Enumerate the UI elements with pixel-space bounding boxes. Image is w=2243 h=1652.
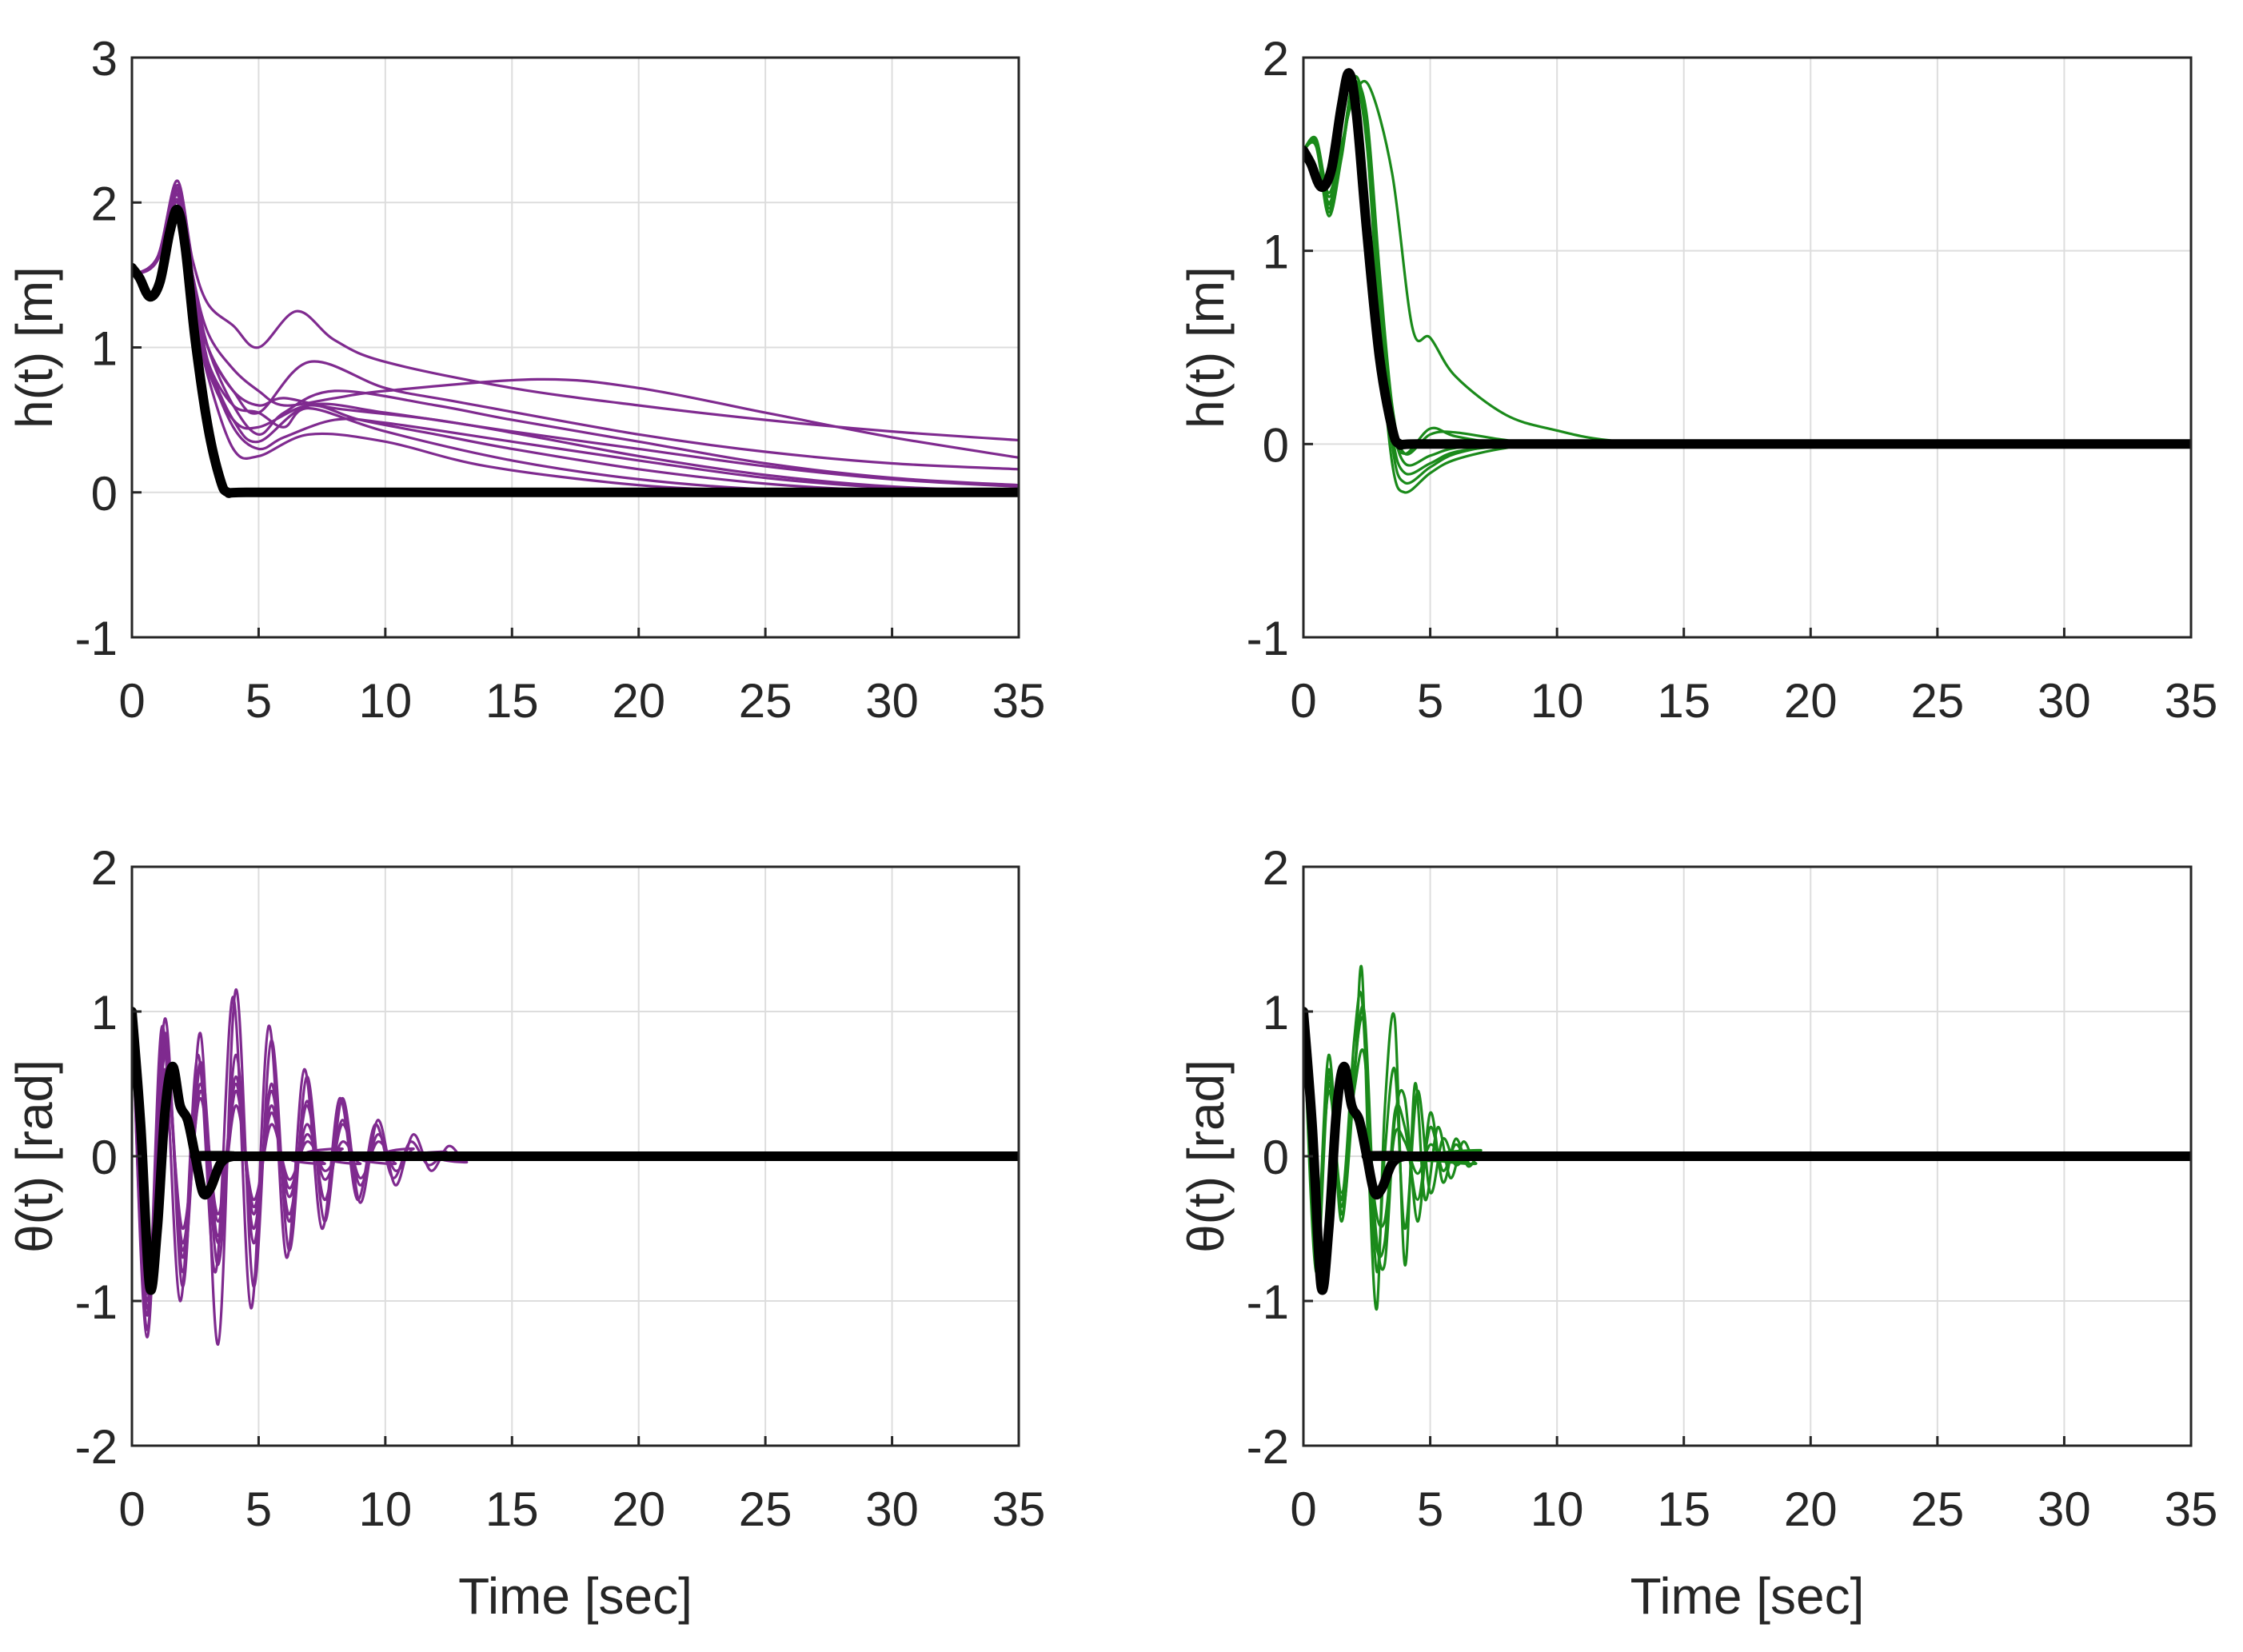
series-line-trial-5 [132, 1010, 1019, 1295]
x-tick-label: 0 [1290, 674, 1316, 728]
series-line-trial-6 [1303, 82, 2191, 455]
x-tick-label: 0 [118, 674, 145, 728]
y-tick-label: 1 [1263, 225, 1289, 279]
y-tick-label: 2 [1263, 841, 1289, 895]
x-tick-label: 20 [612, 674, 665, 728]
x-axis-label: Time [sec] [1630, 1567, 1865, 1625]
series-line-trial-3 [1303, 79, 2191, 476]
x-tick-label: 5 [1417, 1482, 1443, 1536]
x-tick-label: 15 [1657, 674, 1710, 728]
axes-frame [1302, 56, 2193, 639]
x-tick-label: 30 [865, 1482, 919, 1536]
y-tick-label: 2 [91, 177, 118, 230]
x-tick-label: 35 [2165, 674, 2218, 728]
y-tick-label: 0 [1263, 418, 1289, 472]
x-tick-label: 20 [1784, 1482, 1838, 1536]
y-tick-label: 0 [91, 1131, 118, 1184]
y-tick-label: -1 [1247, 1275, 1289, 1329]
series-line-trial-1 [1303, 80, 2191, 446]
series-line-trial-4 [132, 1010, 1019, 1331]
y-tick-label: 0 [91, 467, 118, 521]
x-tick-label: 5 [1417, 674, 1443, 728]
y-tick-label: -1 [1247, 612, 1289, 665]
y-tick-label: 1 [91, 986, 118, 1039]
x-tick-label: 10 [358, 674, 412, 728]
y-tick-label: -1 [75, 1275, 118, 1329]
x-tick-label: 15 [485, 1482, 539, 1536]
x-tick-label: 25 [1910, 1482, 1964, 1536]
x-axis-label: Time [sec] [458, 1567, 692, 1625]
x-tick-label: 30 [865, 674, 919, 728]
x-tick-label: 0 [118, 1482, 145, 1536]
y-axis-label: h(t) [m] [1177, 266, 1235, 429]
series-line-trial-4 [1303, 1010, 2191, 1231]
x-tick-label: 15 [1657, 1482, 1710, 1536]
y-axis-label: θ(t) [rad] [6, 1059, 63, 1253]
x-tick-label: 15 [485, 674, 539, 728]
series-line-trial-3 [132, 194, 1019, 471]
x-tick-label: 20 [612, 1482, 665, 1536]
x-tick-label: 35 [992, 1482, 1046, 1536]
x-tick-label: 5 [245, 674, 272, 728]
series-line-trial-5 [1303, 81, 2191, 494]
x-tick-label: 25 [739, 1482, 792, 1536]
x-tick-label: 30 [2037, 1482, 2091, 1536]
reference-line [132, 1007, 1019, 1295]
series-group [132, 179, 1019, 498]
y-tick-label: 0 [1263, 1131, 1289, 1184]
series-line-trial-5 [1303, 1004, 2191, 1271]
series-line-trial-6 [132, 190, 1019, 493]
x-tick-label: 25 [1910, 674, 1964, 728]
chart-panel-bottom-left: 0 5 10 15 20 25 30 35 -2 -1 0 1 2 θ(t) [rad] Time [sec… [6, 841, 1045, 1625]
series-line-trial-1 [132, 183, 1019, 442]
x-tick-label: 10 [1531, 1482, 1584, 1536]
y-tick-label: 2 [1263, 32, 1289, 86]
y-tick-label: -2 [75, 1420, 118, 1474]
series-line-trial-7 [132, 186, 1019, 494]
y-axis-label: h(t) [m] [6, 266, 63, 429]
series-line-trial-1 [132, 988, 1019, 1346]
y-tick-label: 1 [1263, 986, 1289, 1039]
series-group [1303, 68, 2191, 494]
y-tick-label: 3 [91, 32, 118, 86]
x-tick-label: 10 [1531, 674, 1584, 728]
x-tick-label: 10 [358, 1482, 412, 1536]
x-tick-label: 25 [739, 674, 792, 728]
x-tick-label: 35 [992, 674, 1046, 728]
series-line-trial-2 [1303, 82, 2191, 456]
x-tick-label: 0 [1290, 1482, 1316, 1536]
y-axis-label: θ(t) [rad] [1177, 1059, 1235, 1253]
reference-line [1303, 1007, 2191, 1295]
reference-line [1303, 68, 2191, 450]
chart-panel-bottom-right: 0 5 10 15 20 25 30 35 -2 -1 0 1 2 θ(t) [rad] Time [sec… [1177, 841, 2217, 1625]
y-tick-label: 1 [91, 322, 118, 376]
series-line-trial-4 [1303, 74, 2191, 485]
series-group [1303, 964, 2191, 1311]
x-tick-label: 30 [2037, 674, 2091, 728]
x-tick-label: 20 [1784, 674, 1838, 728]
x-tick-label: 5 [245, 1482, 272, 1536]
series-group [132, 988, 1019, 1346]
series-line-trial-7 [1303, 83, 2191, 467]
reference-line [132, 204, 1019, 498]
y-tick-label: -2 [1247, 1420, 1289, 1474]
y-tick-label: 2 [91, 841, 118, 895]
y-tick-label: -1 [75, 612, 118, 665]
x-tick-label: 35 [2165, 1482, 2218, 1536]
